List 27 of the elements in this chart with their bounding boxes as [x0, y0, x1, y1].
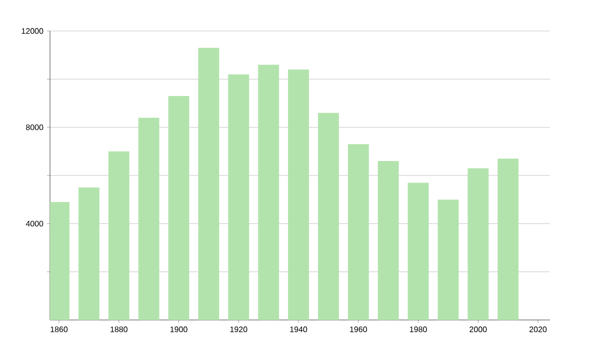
x-tick-label: 1960: [350, 326, 367, 332]
x-tick-label: 2020: [530, 326, 547, 332]
bar: [468, 168, 489, 320]
bar: [258, 64, 280, 320]
bar: [318, 112, 339, 320]
bar: [288, 70, 309, 320]
x-tick-label: 1980: [410, 326, 427, 332]
x-tick-label: 1900: [170, 326, 188, 332]
x-tick-label: 1880: [110, 326, 128, 332]
y-tick-label: 12000: [22, 28, 44, 34]
bar: [408, 182, 429, 320]
bar: [228, 74, 250, 320]
bar: [138, 118, 160, 320]
bar: [108, 151, 130, 320]
bar: [198, 48, 220, 320]
bar: [168, 96, 190, 320]
x-tick-label: 2000: [470, 326, 487, 332]
x-tick-label: 1860: [50, 326, 68, 332]
bar: [378, 161, 399, 320]
bar: [348, 144, 369, 320]
y-tick-label: 4000: [26, 220, 44, 226]
y-tick-label: 8000: [26, 124, 44, 130]
x-tick-label: 1940: [290, 326, 308, 332]
bar: [438, 200, 459, 320]
bar: [78, 188, 100, 320]
x-tick-label: 1920: [230, 326, 248, 332]
bar: [498, 158, 519, 320]
